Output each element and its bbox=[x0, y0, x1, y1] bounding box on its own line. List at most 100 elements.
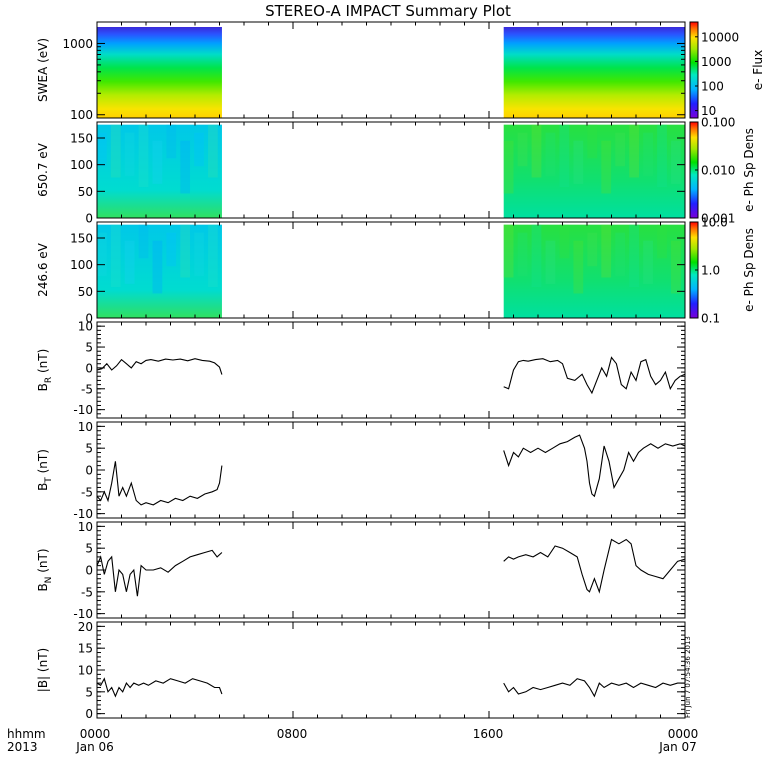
spectrogram-texture bbox=[573, 240, 584, 294]
y-tick-label: -5 bbox=[81, 585, 93, 599]
spectrogram-texture bbox=[601, 224, 612, 278]
trace-segment-0 bbox=[96, 358, 223, 375]
spectrogram-texture bbox=[138, 124, 149, 188]
panel-frame bbox=[96, 21, 686, 119]
spectrogram-texture bbox=[194, 232, 204, 276]
colorbar-tick-label: 10000 bbox=[701, 30, 739, 44]
colorbar bbox=[690, 22, 698, 118]
panel-4: -10 -5 0 5 10 BT (nT) bbox=[36, 420, 686, 521]
spectrogram-texture bbox=[97, 132, 107, 167]
y-tick-label: 5 bbox=[85, 442, 93, 456]
panel-0: 100 1000 10 100 1000 10000 e- Flux SWEA (eV) bbox=[36, 21, 765, 122]
y-tick-label: -5 bbox=[81, 485, 93, 499]
spectrogram-block bbox=[503, 224, 685, 318]
y-axis-label: |B| (nT) bbox=[36, 648, 50, 692]
time-tick-jan07: Jan 07 bbox=[658, 740, 697, 754]
spectrogram-texture bbox=[657, 124, 667, 188]
colorbar-label: e- Flux bbox=[751, 50, 765, 90]
time-tick-1600: 1600 bbox=[473, 727, 504, 741]
y-axis-label: BR (nT) bbox=[36, 349, 54, 392]
y-tick-label: 0 bbox=[85, 464, 93, 478]
spectrogram-block bbox=[97, 124, 222, 218]
spectrogram-texture bbox=[573, 140, 584, 184]
trace-segment-0 bbox=[96, 549, 223, 597]
spectrogram-texture bbox=[601, 140, 612, 194]
y-tick-label: 0 bbox=[85, 212, 93, 226]
y-tick-label: 1000 bbox=[62, 37, 93, 51]
trace-segment-1 bbox=[503, 538, 686, 594]
spectrogram-texture bbox=[545, 240, 556, 284]
trace-segment-1 bbox=[503, 678, 685, 698]
spectrogram-texture bbox=[587, 124, 598, 159]
colorbar-tick-label: 0.010 bbox=[701, 164, 735, 178]
colorbar bbox=[690, 222, 698, 318]
spectrogram-texture bbox=[208, 224, 218, 288]
spectrogram-texture bbox=[152, 140, 163, 184]
spectrogram-texture bbox=[180, 140, 191, 194]
y-axis-label: 246.6 eV bbox=[36, 242, 50, 297]
y-tick-label: -10 bbox=[73, 507, 93, 521]
time-tick-0000: 0000 bbox=[80, 727, 111, 741]
y-tick-label: 10 bbox=[78, 664, 93, 678]
time-tick-jan06: Jan 06 bbox=[75, 740, 114, 754]
colorbar-tick-label: 10 bbox=[701, 104, 716, 118]
trace-segment-1 bbox=[503, 356, 686, 395]
y-tick-label: 5 bbox=[85, 542, 93, 556]
y-axis-label: 650.7 eV bbox=[36, 142, 50, 197]
spectrogram-texture bbox=[545, 132, 556, 176]
spectrogram-texture bbox=[629, 124, 639, 178]
y-tick-label: 0 bbox=[85, 707, 93, 721]
spectrogram-texture bbox=[531, 224, 542, 288]
y-tick-label: 20 bbox=[78, 620, 93, 634]
panel-frame bbox=[96, 221, 686, 319]
y-tick-label: 0 bbox=[85, 361, 93, 375]
spectrogram-texture bbox=[517, 232, 528, 276]
colorbar-tick-label: 1.0 bbox=[701, 264, 720, 278]
spectrogram-texture bbox=[194, 132, 204, 167]
spectrogram-block bbox=[503, 124, 685, 218]
spectrogram-texture bbox=[587, 232, 598, 267]
spectrogram-texture bbox=[615, 232, 626, 276]
y-axis-label: BT (nT) bbox=[36, 449, 54, 491]
spectrogram-texture bbox=[166, 124, 177, 159]
spectrogram-texture bbox=[180, 224, 191, 278]
y-tick-label: 150 bbox=[70, 232, 93, 246]
y-tick-label: 10 bbox=[78, 320, 93, 334]
spectrogram-texture bbox=[503, 140, 514, 194]
panel-3: -10 -5 0 5 10 BR (nT) bbox=[36, 320, 686, 419]
creation-stamp: Fri Jun 7 07:54:36 2013 bbox=[684, 636, 692, 718]
spectrogram-texture bbox=[124, 132, 135, 176]
spectrogram-texture bbox=[97, 232, 107, 276]
time-axis: hhmm 2013 0000 Jan 06 0800 1600 0000 Jan… bbox=[7, 727, 698, 754]
y-axis-label: BN (nT) bbox=[36, 548, 54, 591]
spectrogram-texture bbox=[124, 240, 135, 284]
colorbar-tick-label: 100 bbox=[701, 80, 724, 94]
panel-frame bbox=[96, 321, 686, 419]
panel-5: -10 -5 0 5 10 BN (nT) bbox=[36, 520, 686, 621]
y-tick-label: 100 bbox=[70, 108, 93, 122]
y-tick-label: 150 bbox=[70, 132, 93, 146]
panel-2: 0 50 100 150 0.1 1.0 10.0 e- Ph Sp Dens 246.6 eV bbox=[36, 216, 756, 326]
colorbar bbox=[690, 122, 698, 218]
panel-frame bbox=[96, 421, 686, 519]
spectrogram-texture bbox=[559, 124, 570, 188]
spectrogram-texture bbox=[208, 124, 218, 178]
panel-frame bbox=[96, 621, 686, 719]
y-axis-label: SWEA (eV) bbox=[36, 38, 50, 102]
time-axis-label-year: 2013 bbox=[7, 740, 38, 754]
spectrogram-block bbox=[503, 27, 685, 118]
spectrogram-texture bbox=[657, 224, 667, 259]
spectrogram-texture bbox=[671, 140, 681, 184]
colorbar-label: e- Ph Sp Dens bbox=[742, 128, 756, 212]
spectrogram-texture bbox=[517, 132, 528, 167]
spectrogram-texture bbox=[671, 240, 681, 294]
spectrogram-texture bbox=[629, 224, 639, 288]
colorbar-tick-label: 0.1 bbox=[701, 312, 720, 326]
panel-frame bbox=[96, 521, 686, 619]
trace-segment-0 bbox=[96, 461, 223, 506]
y-tick-label: 10 bbox=[78, 420, 93, 434]
spectrogram-texture bbox=[643, 240, 653, 284]
panel-6: 0 5 10 15 20 |B| (nT) bbox=[36, 620, 686, 721]
